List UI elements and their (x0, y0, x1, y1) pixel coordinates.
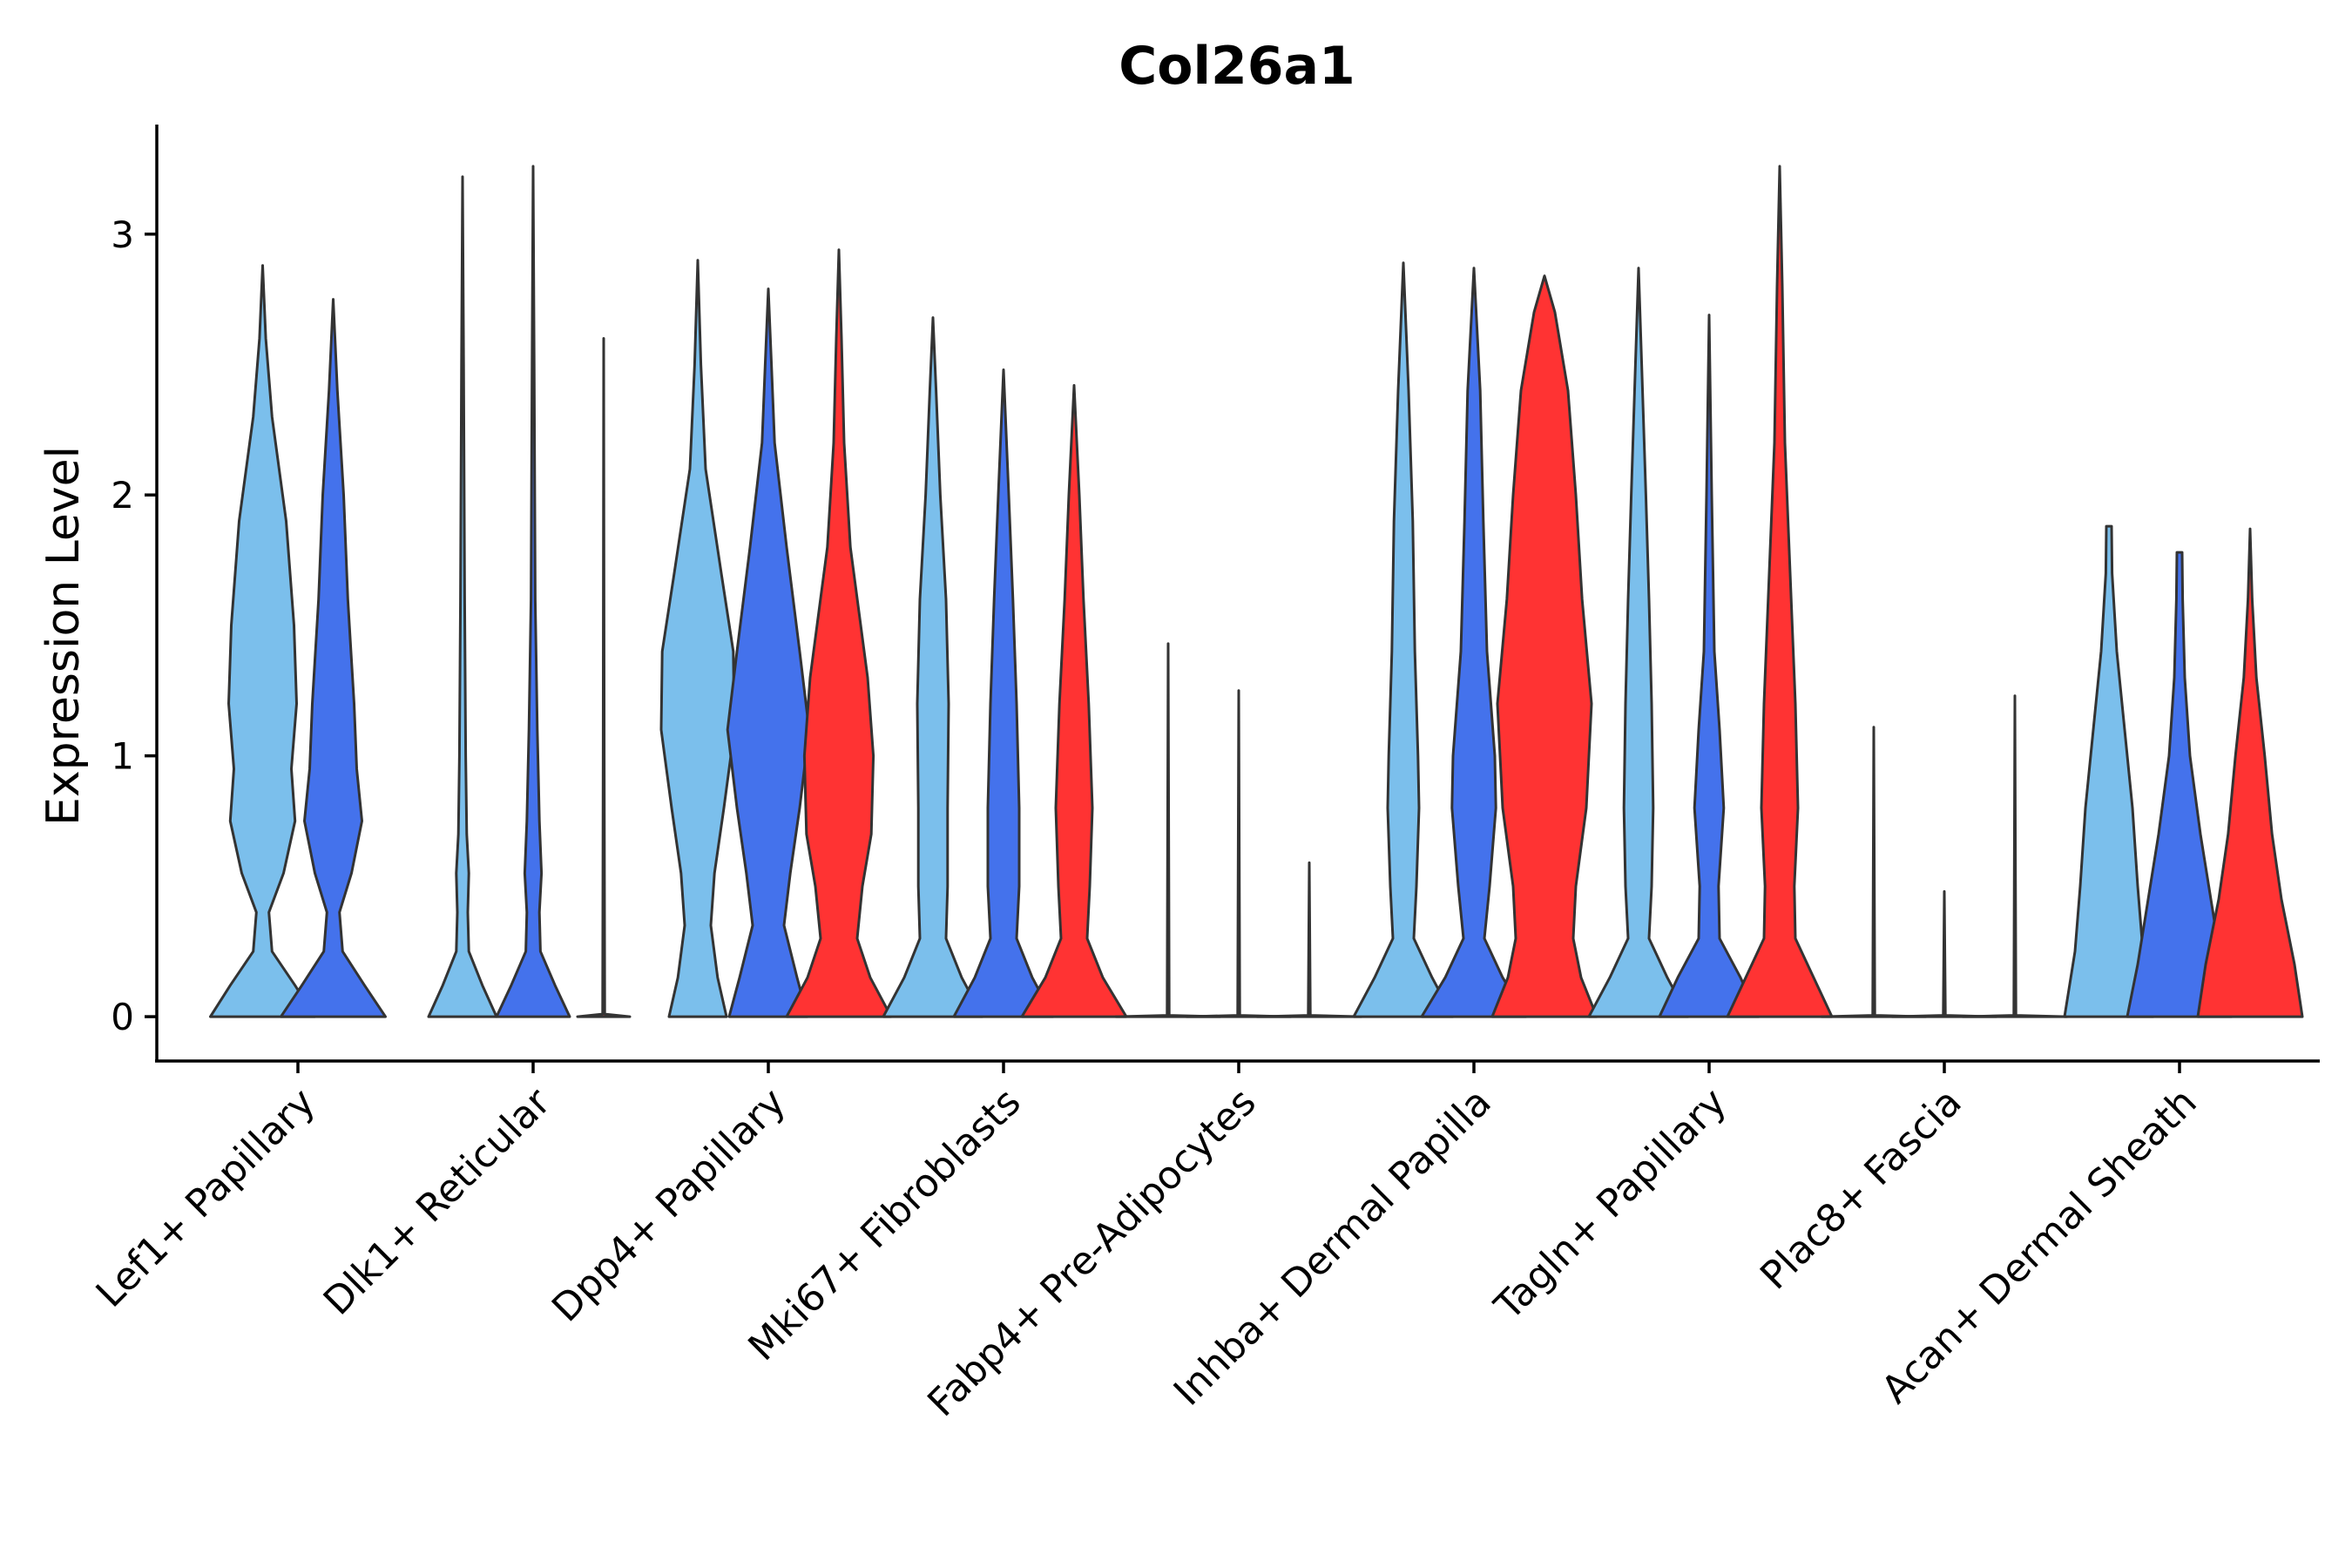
violin-inhba-dermal-papilla-light-blue (1352, 261, 1455, 1018)
violin-fabp4-pre-adipocytes-royal-blue (1185, 689, 1293, 1018)
x-tick-label: Plac8+ Fascia (1752, 1080, 1970, 1299)
y-axis-label: Expression Level (37, 446, 90, 826)
violin-fabp4-pre-adipocytes-red (1255, 861, 1363, 1018)
violin-dpp4-papillary-red (785, 248, 893, 1018)
violin-inhba-dermal-papilla-red (1490, 274, 1598, 1018)
violin-group (209, 165, 2304, 1018)
violin-dlk1-reticular-royal-blue (495, 165, 571, 1018)
y-tick-label: 3 (111, 213, 134, 256)
violin-tagln-papillary-red (1726, 165, 1834, 1018)
violin-tagln-papillary-royal-blue (1658, 314, 1761, 1018)
x-tick-label: Lef1+ Papillary (88, 1080, 324, 1316)
y-ticks: 0 1 2 3 (111, 213, 157, 1038)
y-tick-label: 1 (111, 735, 134, 778)
violin-inhba-dermal-papilla-royal-blue (1420, 267, 1528, 1018)
y-tick-label: 2 (111, 474, 134, 517)
violin-mki67-fibroblasts-light-blue (882, 316, 984, 1018)
violin-dlk1-reticular-red (576, 337, 632, 1018)
y-tick-label: 0 (111, 996, 134, 1038)
x-tick-label: Dpp4+ Papillary (544, 1080, 794, 1331)
x-tick-label: Dlk1+ Reticular (315, 1079, 560, 1324)
violin-mki67-fibroblasts-royal-blue (952, 368, 1055, 1018)
violin-acan-dermal-sheath-royal-blue (2126, 551, 2234, 1018)
violin-mki67-fibroblasts-red (1020, 383, 1128, 1018)
violin-dpp4-papillary-royal-blue (726, 287, 811, 1018)
violin-plac8-fascia-royal-blue (1890, 889, 1998, 1018)
x-tick-label: Tagln+ Papillary (1486, 1080, 1735, 1329)
violin-acan-dermal-sheath-red (2196, 527, 2304, 1018)
violin-plac8-fascia-light-blue (1820, 726, 1928, 1018)
violin-lef1-papillary-light-blue (209, 264, 316, 1018)
violin-dpp4-papillary-light-blue (659, 259, 736, 1018)
violin-dlk1-reticular-light-blue (427, 175, 498, 1018)
violin-plac8-fascia-red (1961, 694, 2069, 1018)
violin-tagln-papillary-light-blue (1587, 267, 1690, 1018)
violin-acan-dermal-sheath-light-blue (2063, 524, 2155, 1018)
chart-title: Col26a1 (1119, 36, 1355, 97)
violin-lef1-papillary-royal-blue (280, 298, 387, 1018)
violin-fabp4-pre-adipocytes-light-blue (1114, 642, 1222, 1018)
